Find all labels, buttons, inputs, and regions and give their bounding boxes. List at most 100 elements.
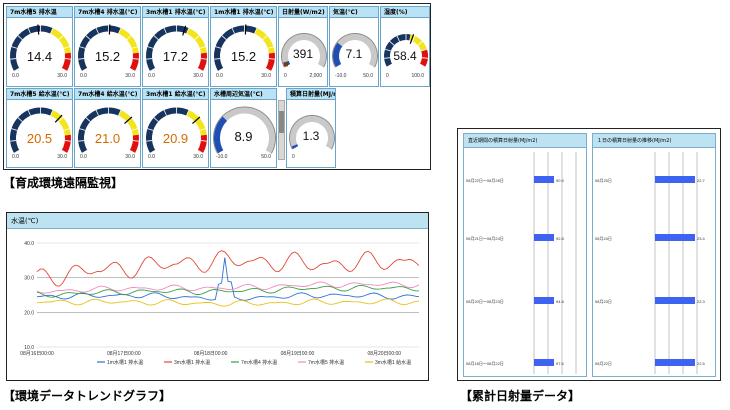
gauge-title: 積算日射量(MJ/m2) — [287, 89, 335, 100]
gauge-max: 30.0 — [57, 154, 67, 160]
gauge-dial — [213, 106, 276, 154]
gauge-value: 7.1 — [345, 47, 363, 61]
y-tick-label: 40.0 — [24, 241, 34, 247]
bar-value: 22.7 — [697, 178, 706, 183]
daily-trend-chart: 08月25日 22.7 08月24日 23.4 08月23日 22.3 08月22日 22.5 — [595, 152, 706, 374]
gauge-title: 7m水槽4 給水温(℃) — [75, 89, 140, 100]
series-line — [36, 257, 420, 301]
gauge-band — [50, 28, 71, 54]
gauge-panel: 3m水槽1 排水温(℃) 17.2 0.0 30.0 — [142, 6, 209, 87]
gauge-dial — [332, 33, 378, 68]
gauge-value: 14.4 — [26, 49, 53, 64]
scrollbar-thumb[interactable] — [279, 111, 284, 133]
x-tick-label: 08月17日00:00 — [107, 351, 141, 357]
gauge-max: 30.0 — [125, 154, 135, 160]
gauge-value: 20.9 — [162, 131, 189, 146]
gauge-min: 0.0 — [148, 73, 155, 79]
gauge-dashboard: 7m水槽5 排水温 14.4 0.0 30.0 7m水槽4 排水温(℃) 15.2 0.0 3… — [3, 3, 431, 170]
gauge-value: 21.0 — [94, 131, 121, 146]
category-label: 08月18日〜08月22日 — [466, 361, 504, 366]
series-line — [36, 298, 420, 307]
legend-item: 3m水槽1 給水温 — [375, 359, 411, 366]
gauge-max: 30.0 — [125, 73, 135, 79]
x-tick-label: 08月20日00:00 — [367, 351, 401, 357]
gauge-panel: 気温(℃) 7.1 -10.0 50.0 — [329, 6, 379, 87]
gauge-value: 15.2 — [94, 49, 121, 64]
bar — [534, 234, 554, 241]
gauge-dial — [146, 25, 207, 72]
cumulative-solar-label: 【累計日射量データ】 — [460, 389, 581, 403]
gauge-needle — [409, 34, 415, 44]
series-line — [36, 250, 420, 287]
gauge-value: 1.3 — [302, 129, 320, 143]
gauge-min: -10.0 — [216, 154, 228, 160]
gauge-title: 7m水槽5 排水温 — [7, 7, 72, 18]
bar-value: 23.4 — [697, 236, 706, 241]
gauge-title: 3m水槽1 給水温(℃) — [143, 89, 208, 100]
gauge-dial — [146, 107, 207, 154]
gauge-band — [118, 28, 139, 54]
category-label: 08月24日 — [595, 236, 612, 241]
gauge-panel: 3m水槽1 給水温(℃) 20.9 0.0 30.0 — [142, 88, 209, 168]
gauge-dial — [78, 24, 139, 72]
gauge-min: 0 — [284, 73, 287, 79]
gauge-panel: 湿度(%) 58.4 0 100.0 — [380, 6, 430, 87]
gauge-max: 50.0 — [363, 73, 373, 79]
gauge-title: 湿度(%) — [381, 7, 429, 18]
gauge-panel: 日射量(W/m2) 391 0 2,000 — [278, 6, 328, 87]
dashboard-scrollbar[interactable] — [278, 100, 285, 160]
gauge-min: -10.0 — [335, 73, 347, 79]
gauge-value: 8.9 — [234, 129, 253, 144]
recent-period-chart: 08月22日〜08月26日 90.9 08月21日〜08月24日 92.8 08月20日… — [466, 152, 577, 374]
gauge-value: 391 — [292, 47, 314, 61]
gauge-band — [186, 28, 207, 54]
gauge-panel: 1m水槽1 排水温(℃) 15.2 0.0 30.0 — [210, 6, 277, 87]
bar — [655, 234, 695, 241]
recent-period-title: 直近期間の積算日射量(MJ/m2) — [464, 134, 586, 148]
category-label: 08月25日 — [595, 178, 612, 183]
gauge-needle — [124, 116, 133, 125]
trend-chart-title: 水温(℃) — [7, 213, 428, 229]
gauge-band — [118, 110, 139, 136]
series-line — [36, 284, 420, 298]
gauge-title: 7m水槽4 排水温(℃) — [75, 7, 140, 18]
gauge-panel: 7m水槽5 排水温 14.4 0.0 30.0 — [6, 6, 73, 87]
gauge-min: 0.0 — [80, 154, 87, 160]
gauge-panel: 積算日射量(MJ/m2) 1.3 0 — [286, 88, 336, 168]
daily-trend-title: １日の積算日射量の推移(MJ/m2) — [593, 134, 715, 148]
category-label: 08月22日 — [595, 361, 612, 366]
bar-value: 22.5 — [697, 361, 706, 366]
gauge-needle — [182, 25, 187, 36]
gauge-max: 30.0 — [193, 154, 203, 160]
gauge-value: 17.2 — [162, 49, 189, 64]
gauge-title: 7m水槽5 給水温(℃) — [7, 89, 72, 100]
gauge-value: 15.2 — [230, 49, 257, 64]
gauge-title: 日射量(W/m2) — [279, 7, 327, 18]
bar — [534, 176, 554, 183]
gauge-max: 50.0 — [261, 154, 271, 160]
gauge-max: 30.0 — [57, 73, 67, 79]
bar — [534, 297, 554, 304]
gauge-dial — [281, 33, 327, 68]
bar — [655, 176, 695, 183]
legend-item: 7m水槽4 排水温 — [241, 359, 277, 366]
gauge-max: 100.0 — [411, 73, 424, 79]
gauge-dial — [289, 115, 335, 150]
category-label: 08月22日〜08月26日 — [466, 178, 504, 183]
gauge-track — [282, 34, 326, 67]
gauge-band — [384, 34, 411, 67]
bar-value: 97.6 — [556, 361, 565, 366]
gauge-dial — [10, 24, 71, 72]
legend-item: 3m水槽1 排水温 — [174, 359, 210, 366]
remote-monitoring-label: 【育成環境遠隔監視】 — [3, 176, 124, 190]
bar — [655, 359, 695, 366]
gauge-dial — [384, 34, 428, 68]
gauge-panel: 水槽周辺気温(℃) 8.9 -10.0 50.0 — [210, 88, 277, 168]
gauge-band — [50, 110, 71, 136]
bar — [655, 297, 695, 304]
gauge-dial — [78, 107, 139, 154]
gauge-min: 0.0 — [216, 73, 223, 79]
x-tick-label: 08月19日00:00 — [281, 351, 315, 357]
gauge-max: 30.0 — [193, 73, 203, 79]
